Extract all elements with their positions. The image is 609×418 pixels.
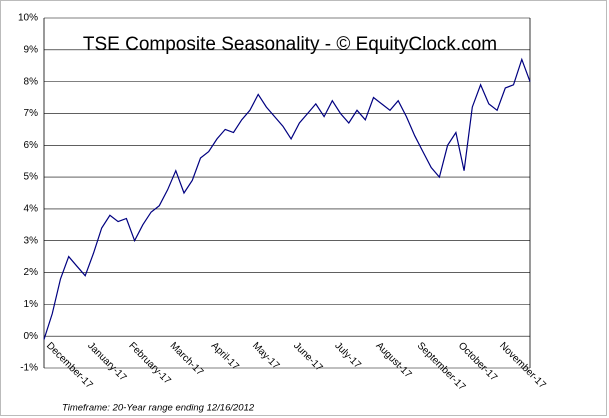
y-tick-label: 10% <box>18 13 38 24</box>
chart-title: TSE Composite Seasonality - © EquityCloc… <box>83 34 497 55</box>
y-tick-label: 8% <box>24 76 39 87</box>
y-tick-label: 6% <box>24 140 39 151</box>
y-tick-label: 1% <box>24 299 39 310</box>
y-tick-label: 5% <box>24 172 39 183</box>
footnote: Timeframe: 20-Year range ending 12/16/20… <box>62 403 255 414</box>
y-tick-label: -1% <box>20 363 38 374</box>
y-tick-label: 9% <box>24 44 39 55</box>
y-tick-label: 2% <box>24 267 39 278</box>
y-tick-label: 7% <box>24 108 39 119</box>
y-tick-label: 0% <box>24 331 39 342</box>
y-tick-label: 3% <box>24 235 39 246</box>
series-line <box>43 57 531 340</box>
y-tick-label: 4% <box>24 204 39 215</box>
